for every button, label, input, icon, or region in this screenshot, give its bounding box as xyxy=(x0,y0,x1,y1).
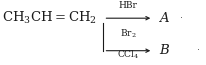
Text: ·: · xyxy=(179,14,182,23)
Text: B: B xyxy=(159,44,168,57)
Text: HBr: HBr xyxy=(118,1,137,10)
Text: ·: · xyxy=(196,46,199,55)
Text: $\mathregular{CCl_4}$: $\mathregular{CCl_4}$ xyxy=(117,49,139,61)
Text: A: A xyxy=(159,12,168,25)
Text: $\mathregular{Br_2}$: $\mathregular{Br_2}$ xyxy=(119,28,136,40)
Text: $\mathregular{CH_3CH = CH_2}$: $\mathregular{CH_3CH = CH_2}$ xyxy=(2,10,96,26)
